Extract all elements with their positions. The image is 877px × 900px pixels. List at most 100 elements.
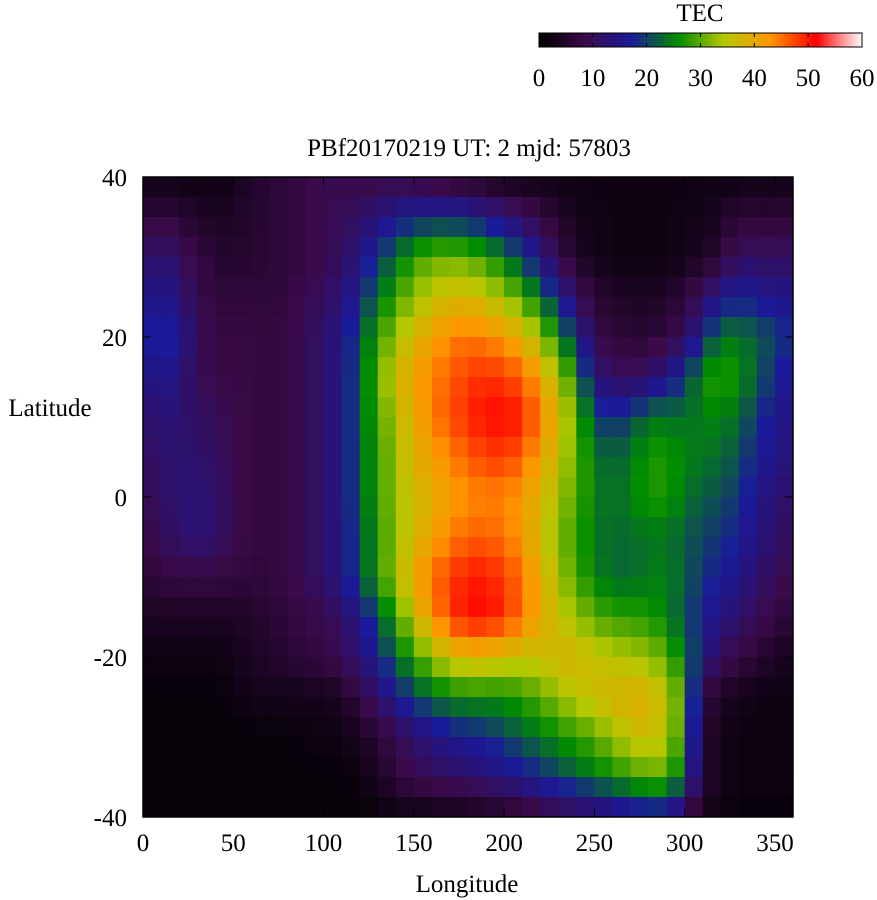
- x-tick-label: 250: [576, 830, 614, 857]
- heatmap-cell: [738, 457, 758, 478]
- heatmap-cell: [413, 477, 433, 498]
- heatmap-cell: [612, 397, 632, 418]
- heatmap-cell: [648, 337, 668, 358]
- heatmap-cell: [720, 217, 740, 238]
- heatmap-cell: [143, 177, 162, 198]
- heatmap-cell: [341, 637, 361, 658]
- heatmap-cell: [720, 177, 740, 198]
- heatmap-cell: [576, 297, 595, 318]
- heatmap-cell: [251, 377, 270, 398]
- heatmap-cell: [630, 217, 650, 238]
- heatmap-cell: [359, 597, 379, 618]
- heatmap-cell: [486, 617, 505, 638]
- heatmap-cell: [323, 617, 343, 638]
- heatmap-cell: [720, 597, 740, 618]
- heatmap-cell: [161, 697, 180, 718]
- heatmap-cell: [738, 197, 758, 218]
- heatmap-cell: [702, 377, 722, 398]
- heatmap-cell: [197, 257, 216, 278]
- heatmap-cell: [179, 337, 198, 358]
- heatmap-cell: [341, 337, 361, 358]
- heatmap-cell: [179, 677, 198, 698]
- heatmap-cell: [197, 177, 216, 198]
- heatmap-cell: [756, 777, 776, 798]
- heatmap-cell: [594, 317, 614, 338]
- heatmap-cell: [377, 297, 397, 318]
- heatmap-cell: [413, 797, 433, 817]
- heatmap-cell: [431, 537, 451, 558]
- heatmap-cell: [774, 657, 793, 678]
- heatmap-cell: [756, 597, 776, 618]
- heatmap-cell: [612, 597, 632, 618]
- heatmap-cell: [377, 617, 397, 638]
- heatmap-cell: [702, 497, 722, 518]
- heatmap-cell: [287, 717, 307, 738]
- heatmap-cell: [648, 277, 668, 298]
- heatmap-cell: [666, 497, 686, 518]
- heatmap-cell: [468, 637, 487, 658]
- heatmap-cell: [197, 437, 216, 458]
- heatmap-cell: [161, 597, 180, 618]
- heatmap-cell: [449, 337, 469, 358]
- heatmap-cell: [774, 717, 793, 738]
- heatmap-cell: [323, 217, 343, 238]
- colorbar-tick-label: 50: [796, 65, 821, 92]
- heatmap-cell: [540, 797, 559, 817]
- heatmap-cell: [684, 797, 704, 817]
- heatmap-cell: [179, 637, 198, 658]
- heatmap-cell: [576, 637, 595, 658]
- heatmap-cell: [449, 477, 469, 498]
- heatmap-cell: [179, 257, 198, 278]
- heatmap-cell: [143, 577, 162, 598]
- heatmap-cell: [666, 557, 686, 578]
- heatmap-cell: [287, 237, 307, 258]
- heatmap-cell: [341, 737, 361, 758]
- heatmap-cell: [269, 757, 289, 778]
- heatmap-cell: [251, 357, 270, 378]
- heatmap-cell: [233, 197, 252, 218]
- heatmap-cell: [666, 337, 686, 358]
- heatmap-cell: [720, 617, 740, 638]
- heatmap-cell: [576, 177, 595, 198]
- heatmap-cell: [576, 677, 595, 698]
- heatmap-cell: [179, 357, 198, 378]
- heatmap-cell: [630, 637, 650, 658]
- heatmap-cell: [305, 457, 325, 478]
- heatmap-cell: [576, 797, 595, 817]
- heatmap-cell: [251, 197, 270, 218]
- heatmap-cell: [486, 357, 505, 378]
- heatmap-cell: [233, 657, 252, 678]
- heatmap-cell: [666, 637, 686, 658]
- heatmap-cell: [395, 717, 415, 738]
- heatmap-cell: [215, 657, 234, 678]
- heatmap-cell: [738, 217, 758, 238]
- heatmap-cell: [486, 237, 505, 258]
- heatmap-cell: [594, 397, 614, 418]
- heatmap-cell: [576, 397, 595, 418]
- heatmap-cell: [504, 337, 523, 358]
- heatmap-cell: [215, 677, 234, 698]
- heatmap-cell: [179, 577, 198, 598]
- heatmap-cell: [738, 477, 758, 498]
- heatmap-cell: [161, 477, 180, 498]
- heatmap-cell: [143, 517, 162, 538]
- heatmap-cell: [431, 217, 451, 238]
- heatmap-cell: [161, 677, 180, 698]
- heatmap-cell: [702, 797, 722, 817]
- heatmap-cell: [522, 217, 541, 238]
- heatmap-cell: [251, 277, 270, 298]
- heatmap-cell: [540, 297, 559, 318]
- heatmap-cell: [341, 177, 361, 198]
- heatmap-cell: [720, 517, 740, 538]
- heatmap-cell: [269, 237, 289, 258]
- heatmap-cell: [468, 577, 487, 598]
- heatmap-cell: [666, 177, 686, 198]
- heatmap-cell: [756, 377, 776, 398]
- heatmap-cell: [395, 577, 415, 598]
- heatmap-cell: [576, 257, 595, 278]
- heatmap-cell: [359, 517, 379, 538]
- heatmap-cell: [305, 257, 325, 278]
- heatmap-cell: [486, 457, 505, 478]
- heatmap-cell: [612, 577, 632, 598]
- heatmap-cell: [161, 397, 180, 418]
